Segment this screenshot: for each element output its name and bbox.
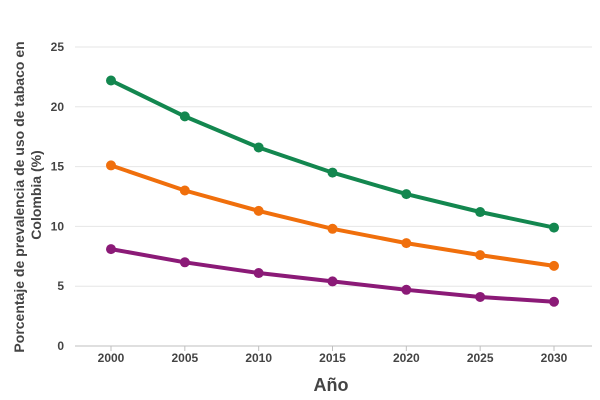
x-tick-label: 2010 bbox=[245, 351, 272, 365]
series-line bbox=[109, 78, 556, 230]
y-tick-label: 5 bbox=[57, 279, 64, 293]
data-point bbox=[179, 185, 190, 196]
x-tick-label: 2025 bbox=[467, 351, 494, 365]
y-tick-label: 15 bbox=[51, 160, 65, 174]
data-point bbox=[179, 257, 190, 268]
series-2 bbox=[106, 160, 559, 271]
y-tick-label: 25 bbox=[51, 40, 65, 54]
data-point bbox=[327, 167, 338, 178]
data-point bbox=[253, 205, 264, 216]
data-point bbox=[327, 223, 338, 234]
data-point bbox=[475, 250, 486, 261]
x-tick-label: 2015 bbox=[319, 351, 346, 365]
axes bbox=[75, 345, 592, 351]
y-axis-title: Porcentaje de prevalencia de uso de taba… bbox=[11, 37, 44, 352]
series-1 bbox=[106, 75, 559, 233]
data-point bbox=[253, 142, 264, 153]
data-point bbox=[475, 291, 486, 302]
data-point bbox=[549, 260, 559, 271]
data-point bbox=[475, 207, 486, 218]
x-tick-label: 2020 bbox=[393, 351, 420, 365]
data-point bbox=[253, 268, 264, 279]
x-tick-label: 2030 bbox=[541, 351, 568, 365]
data-point bbox=[401, 238, 412, 249]
data-point bbox=[401, 189, 412, 200]
x-axis-title: Año bbox=[314, 375, 349, 395]
y-axis-title-line-1: Porcentaje de prevalencia de uso de taba… bbox=[11, 41, 27, 352]
series-line bbox=[109, 163, 556, 268]
data-point bbox=[549, 222, 559, 233]
data-point bbox=[327, 276, 338, 287]
data-point bbox=[179, 111, 190, 122]
y-tick-label: 20 bbox=[51, 100, 65, 114]
y-tick-label: 10 bbox=[51, 219, 65, 233]
data-point bbox=[549, 296, 559, 307]
y-axis-title-line-2: Colombia (%) bbox=[28, 150, 44, 239]
data-point bbox=[106, 160, 116, 171]
x-tick-label: 2005 bbox=[171, 351, 198, 365]
x-tick-label: 2000 bbox=[98, 351, 125, 365]
data-point bbox=[401, 284, 412, 295]
data-point bbox=[106, 244, 116, 255]
series-layer bbox=[106, 75, 559, 307]
series-3 bbox=[106, 244, 559, 307]
grid bbox=[75, 46, 592, 287]
y-tick-label: 0 bbox=[57, 339, 64, 353]
data-point bbox=[106, 75, 116, 86]
